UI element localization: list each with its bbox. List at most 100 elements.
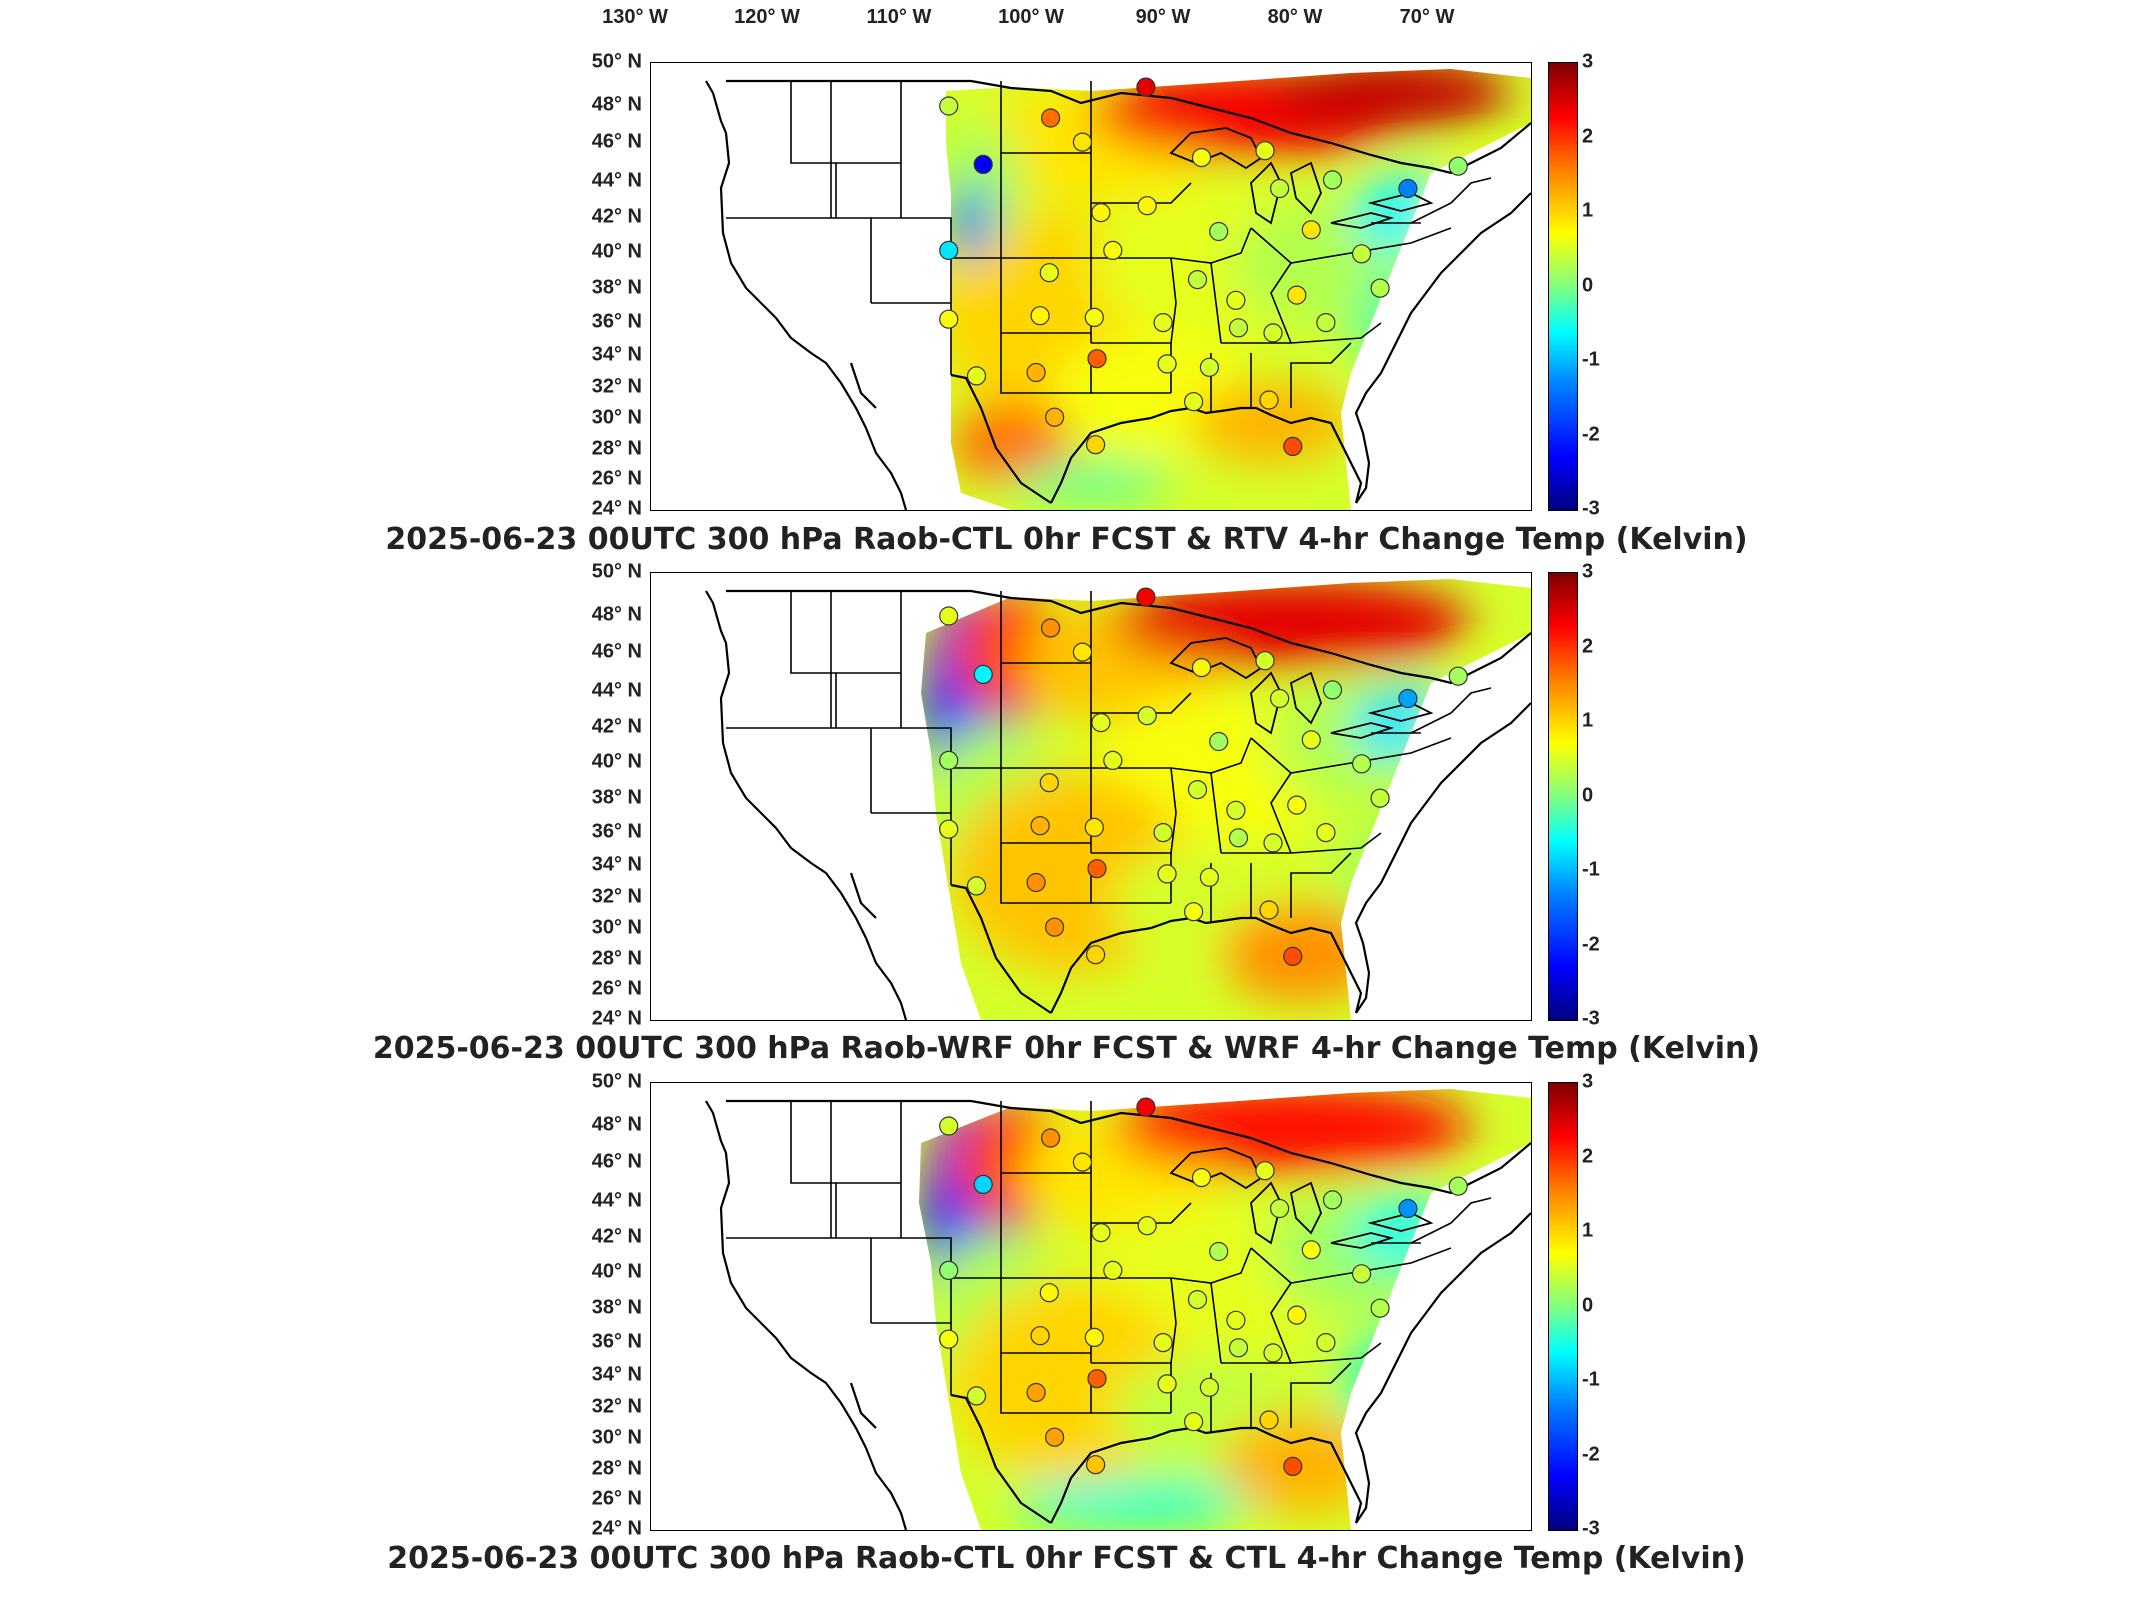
raob-station-marker	[1199, 867, 1220, 887]
field-patch	[1191, 383, 1351, 463]
raob-station-marker	[1316, 1333, 1336, 1353]
lon-label-90w: 90° W	[1135, 6, 1191, 28]
state-border	[1091, 692, 1192, 714]
state-border	[1450, 687, 1492, 714]
raob-station-marker	[1351, 754, 1372, 774]
lat-label: 44° N	[591, 679, 642, 702]
state-border	[1170, 737, 1252, 774]
lat-label: 40° N	[591, 750, 642, 773]
colorbar-tick-label: -1	[1582, 348, 1600, 371]
raob-station-marker	[1187, 270, 1208, 290]
field-patch	[951, 183, 991, 263]
colorbar-tick-label: 3	[1582, 1070, 1594, 1093]
coastline	[950, 257, 1457, 504]
map-canvas	[705, 579, 1531, 1020]
raob-station-marker	[1136, 587, 1156, 607]
raob-station-marker	[1370, 278, 1390, 298]
map-panel-ctl	[650, 1082, 1532, 1531]
raob-station-marker	[973, 154, 993, 175]
colorbar-tick-label: -3	[1582, 1007, 1600, 1030]
raob-station-marker	[1086, 435, 1106, 455]
state-border	[1170, 257, 1177, 344]
lat-label: 46° N	[591, 1150, 642, 1173]
lon-label-110w: 110° W	[866, 6, 932, 28]
raob-station-marker	[1183, 1412, 1204, 1432]
raob-station-marker	[1153, 313, 1173, 333]
raob-station-marker	[1370, 1298, 1390, 1318]
raob-station-marker	[1283, 946, 1303, 966]
field-patch	[1341, 813, 1481, 933]
lat-label: 24° N	[591, 1007, 642, 1030]
state-border	[1290, 322, 1382, 344]
state-border	[1350, 227, 1452, 254]
state-border	[1450, 1197, 1492, 1224]
raob-station-marker	[1030, 816, 1050, 836]
coastline	[849, 362, 908, 510]
raob-station-marker	[1084, 307, 1104, 327]
lat-label: 30° N	[591, 406, 642, 429]
field-patch	[951, 403, 1071, 483]
raob-station-marker	[1287, 285, 1307, 305]
raob-station-marker	[1187, 1290, 1208, 1310]
state-border	[871, 1237, 952, 1323]
state-border	[871, 217, 952, 303]
lat-label: 38° N	[591, 1296, 642, 1319]
coastline	[1455, 702, 1531, 769]
raob-station-marker	[1226, 800, 1246, 820]
raob-station-marker	[1136, 1097, 1156, 1117]
state-border	[1091, 182, 1192, 204]
state-border	[1091, 1202, 1192, 1224]
coastline	[950, 767, 1457, 1014]
raob-station-marker	[939, 309, 959, 329]
lat-label: 46° N	[591, 130, 642, 153]
state-border	[1270, 1282, 1292, 1364]
raob-station-marker	[1136, 77, 1156, 97]
raob-station-marker	[1199, 1377, 1220, 1397]
colorbar-tick-label: 0	[1582, 274, 1594, 296]
colorbar-tick-label: 2	[1582, 125, 1594, 147]
lat-label: 30° N	[591, 1426, 642, 1449]
raob-station-marker	[1026, 872, 1046, 893]
raob-station-marker	[1084, 817, 1104, 837]
state-border	[831, 217, 872, 303]
field-patch	[1011, 1478, 1251, 1528]
lat-label: 44° N	[591, 1189, 642, 1212]
field-patch	[1351, 263, 1471, 383]
raob-station-marker	[1287, 1305, 1307, 1325]
raob-station-marker	[1041, 108, 1061, 128]
lat-label: 36° N	[591, 1330, 642, 1353]
raob-station-marker	[1322, 680, 1343, 700]
raob-station-marker	[1209, 1241, 1229, 1262]
lat-label: 24° N	[591, 1517, 642, 1540]
lat-label: 36° N	[591, 310, 642, 333]
lat-label: 44° N	[591, 169, 642, 192]
state-border	[1000, 333, 1092, 394]
raob-station-marker	[1398, 1198, 1418, 1219]
raob-station-marker	[1153, 823, 1173, 843]
colorbar-tick-label: 0	[1582, 1294, 1594, 1316]
lon-label-130w: 130° W	[602, 6, 668, 28]
lat-label: 34° N	[591, 853, 642, 876]
state-border	[1350, 737, 1452, 764]
coastline	[950, 1277, 1457, 1524]
panel-title-wrf: 2025-06-23 00UTC 300 hPa Raob-WRF 0hr FC…	[372, 1031, 1761, 1066]
raob-station-marker	[1157, 1374, 1177, 1394]
lat-label: 46° N	[591, 640, 642, 663]
raob-station-marker	[1103, 1260, 1123, 1280]
colorbar-tick-label: -2	[1582, 933, 1600, 955]
raob-station-marker	[1301, 220, 1321, 240]
raob-station-marker	[1209, 221, 1229, 242]
raob-station-marker	[1287, 795, 1307, 815]
raob-station-marker	[1263, 833, 1283, 853]
raob-station-marker	[1183, 902, 1204, 922]
raob-station-marker	[1030, 1326, 1050, 1346]
colorbar-tick-label: 3	[1582, 50, 1594, 73]
coastline	[849, 1382, 908, 1530]
colorbar-tick-label: 2	[1582, 635, 1594, 657]
field-patch	[1341, 1323, 1481, 1443]
raob-station-marker	[1448, 156, 1468, 176]
raob-station-marker	[1091, 1223, 1111, 1243]
state-border	[1270, 772, 1292, 854]
field-patch	[1111, 1089, 1471, 1173]
state-border	[790, 81, 837, 218]
